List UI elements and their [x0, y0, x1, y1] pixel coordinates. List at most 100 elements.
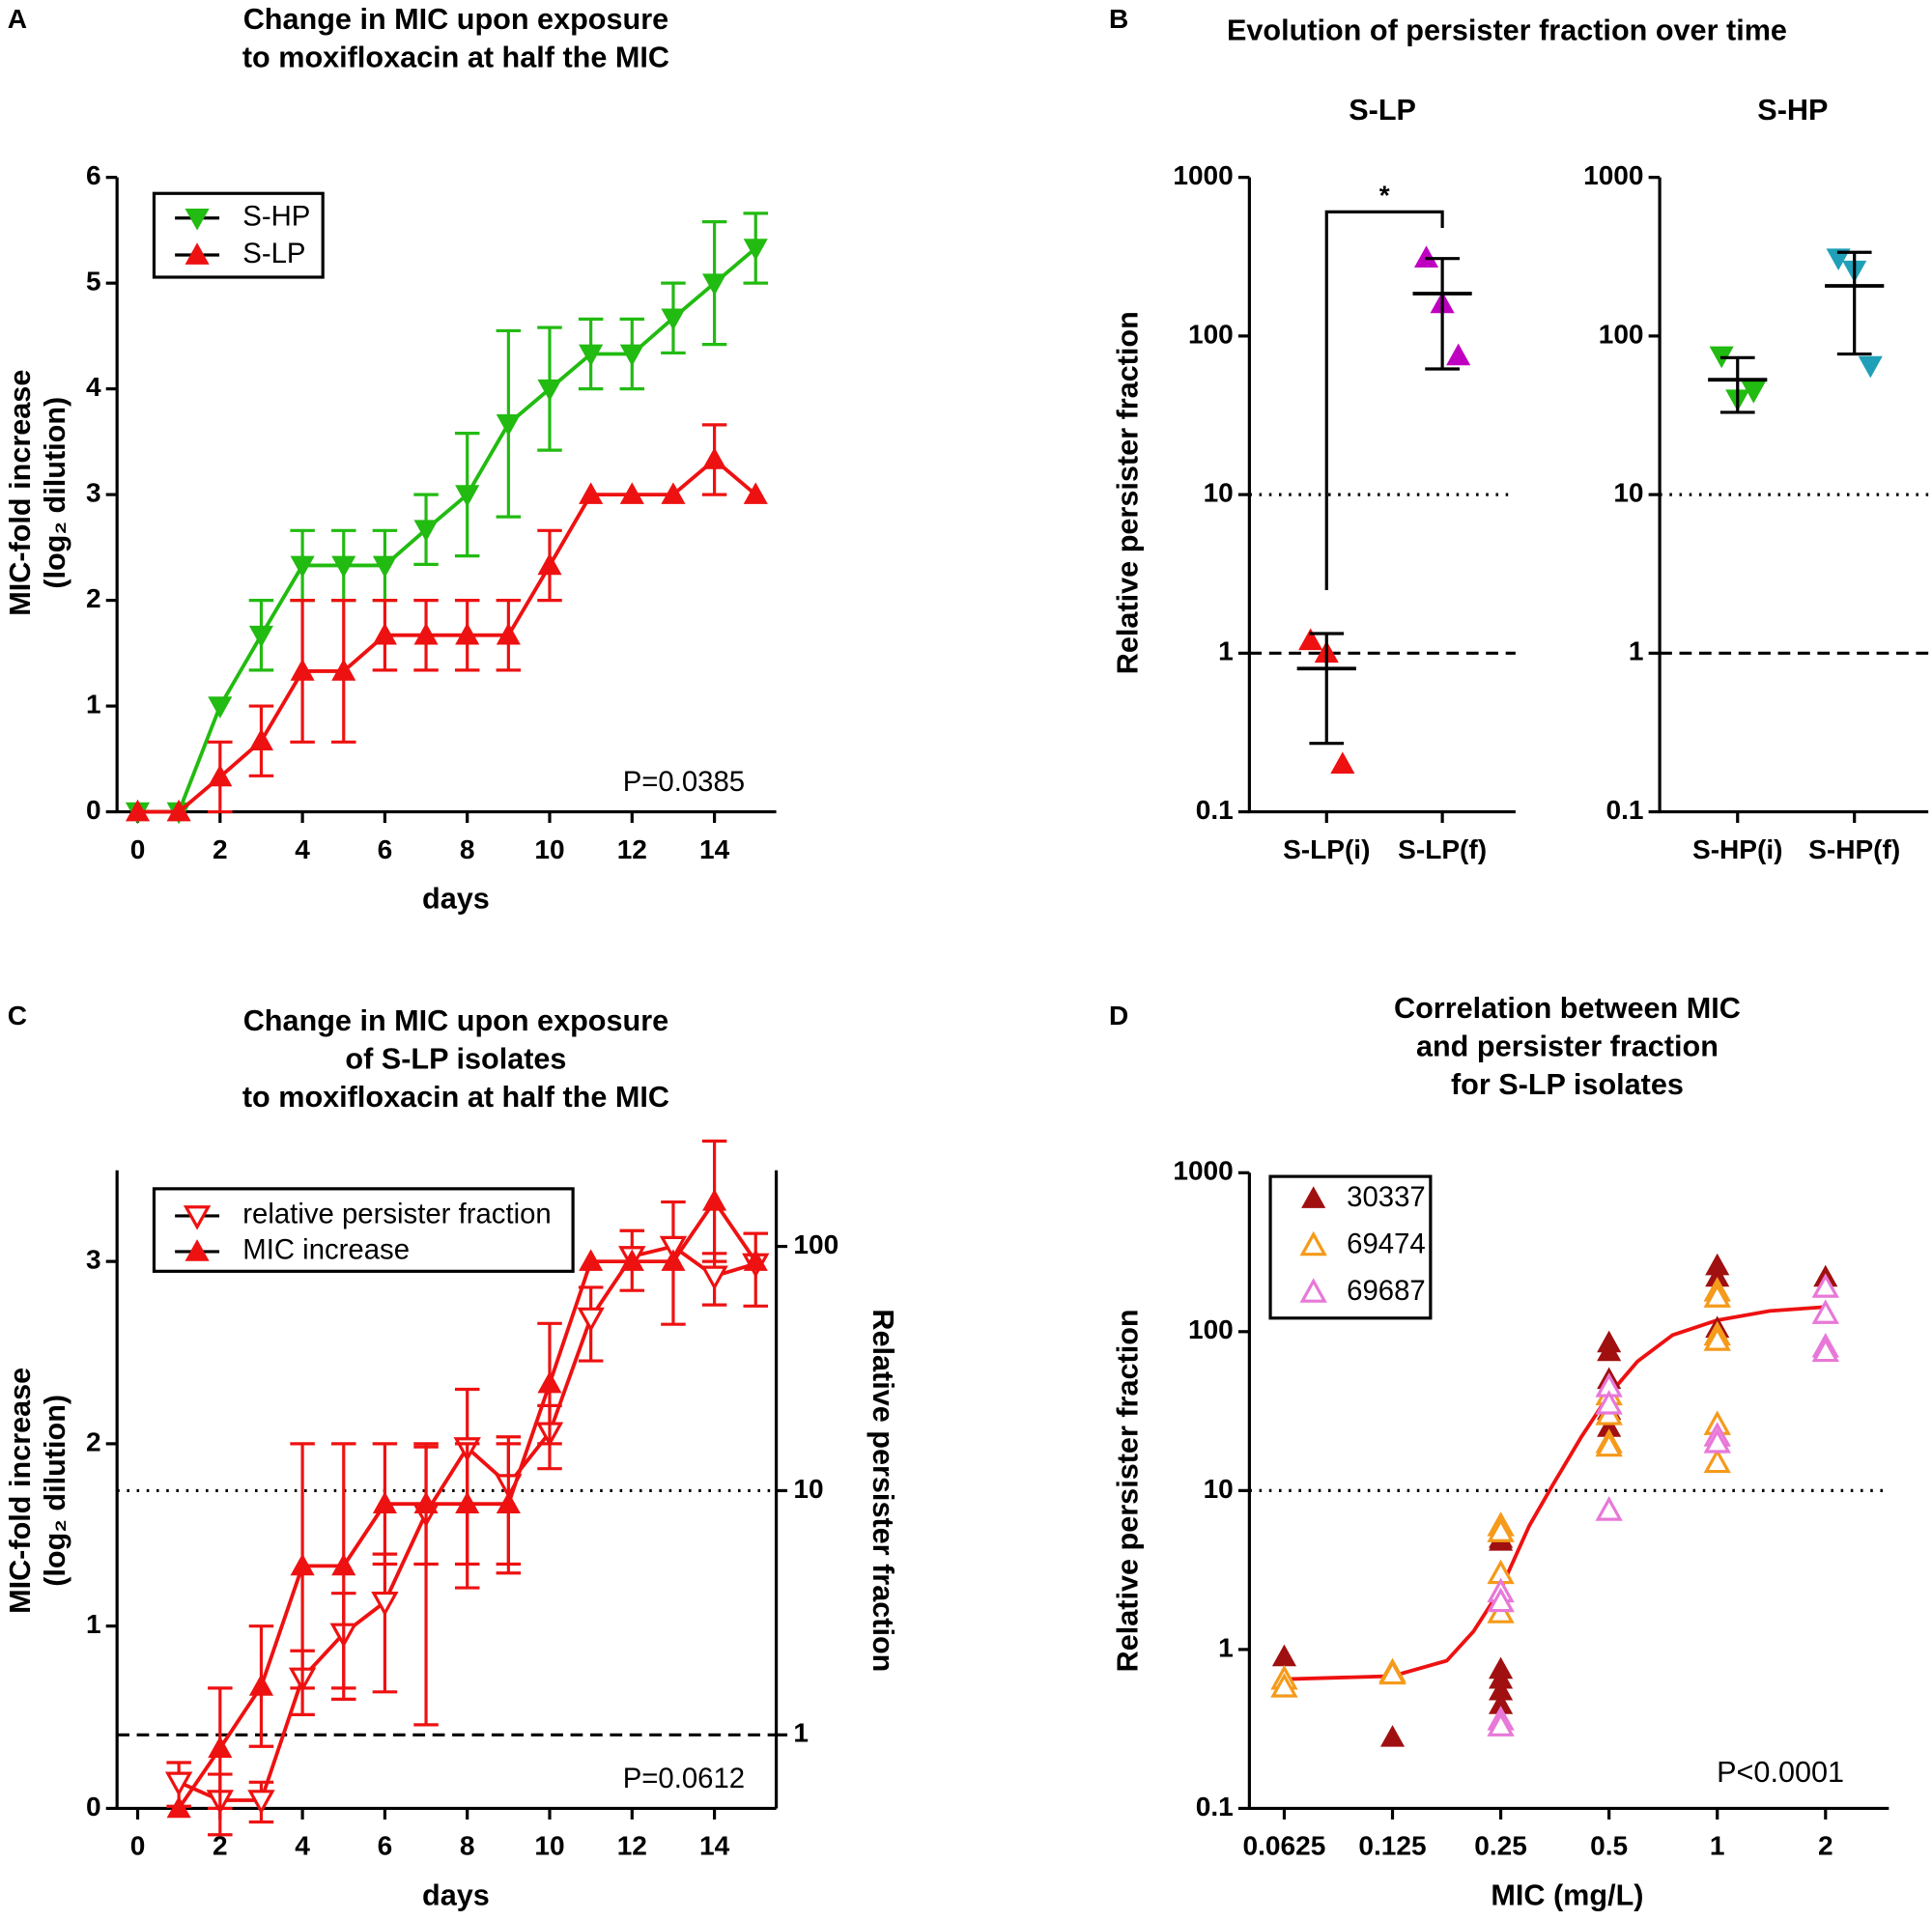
y-axis-label: MIC-fold increase: [4, 1368, 37, 1614]
x-tick-label: 4: [295, 1831, 310, 1861]
data-point: [1597, 1339, 1622, 1362]
data-point: [208, 696, 233, 719]
y-tick-label: 2: [86, 583, 101, 613]
data-point: [290, 555, 315, 579]
x-axis-label: days: [422, 1878, 490, 1911]
error-bar: [1425, 257, 1460, 371]
x-tick-label: S-LP(f): [1398, 834, 1487, 864]
y-tick-label: 1: [86, 689, 101, 719]
legend-box: [152, 1187, 575, 1273]
annotation: P=0.0385: [623, 766, 745, 798]
data-point: [743, 1249, 768, 1271]
y-tick-label: 0.1: [1606, 795, 1644, 825]
data-point: [331, 1553, 356, 1576]
x-tick-label: 0.5: [1590, 1831, 1628, 1861]
x-tick-label: 6: [378, 1831, 393, 1861]
chart-title: Correlation between MIC: [1394, 992, 1741, 1025]
x-tick-label: 8: [460, 834, 475, 864]
data-point: [702, 447, 727, 469]
data-point: [1487, 1711, 1515, 1736]
data-point: [577, 1307, 605, 1333]
error-bar: [1836, 250, 1872, 356]
data-point: [743, 482, 768, 504]
data-point: [1826, 248, 1851, 270]
data-point: [1487, 1517, 1515, 1542]
data-point: [331, 659, 356, 681]
y-tick-label: 2: [86, 1426, 101, 1456]
x-tick-label: S-HP(f): [1808, 834, 1900, 864]
data-point: [455, 485, 480, 507]
y-tick-label: 1: [86, 1609, 101, 1639]
y2-tick-label: 10: [793, 1474, 823, 1504]
y-tick-label: 100: [1599, 319, 1644, 349]
x-tick-label: 2: [213, 1831, 228, 1861]
y2-axis-label: Relative persister fraction: [867, 1309, 899, 1672]
y-tick-label: 4: [86, 372, 101, 402]
data-point: [496, 413, 521, 437]
data-point: [496, 622, 521, 645]
error-bar: [1719, 355, 1755, 414]
legend-label: S-HP: [242, 201, 310, 233]
y-axis-label: (log₂ dilution): [39, 1395, 71, 1587]
data-point: [1378, 1659, 1406, 1685]
data-point: [371, 1591, 399, 1617]
data-point: [166, 799, 191, 822]
significance-bracket: [1324, 210, 1444, 590]
y-tick-label: 10: [1613, 478, 1643, 508]
x-tick-label: 0: [130, 834, 146, 864]
x-tick-label: 0.0625: [1243, 1831, 1326, 1861]
significance-label: *: [1379, 180, 1390, 210]
y-tick-label: 1: [1218, 636, 1234, 666]
series-line: [137, 457, 757, 814]
y-tick-label: 100: [1188, 319, 1234, 349]
y-tick-label: 0: [86, 795, 101, 825]
data-point: [1298, 628, 1323, 651]
data-point: [619, 482, 644, 504]
data-point: [372, 555, 397, 579]
data-point: [208, 1736, 233, 1758]
legend-box: [1268, 1174, 1433, 1320]
x-tick-label: 10: [534, 834, 564, 864]
data-point: [1811, 1299, 1839, 1324]
legend-marker: [185, 1239, 210, 1261]
legend-marker: [1299, 1230, 1327, 1256]
y-tick-label: 1000: [1173, 160, 1233, 190]
y-tick-label: 5: [86, 267, 101, 296]
panel-label: A: [8, 4, 27, 34]
data-point: [290, 1553, 315, 1576]
fit-curve: [1284, 1305, 1826, 1681]
data-point: [661, 1249, 686, 1271]
data-point: [537, 379, 562, 402]
data-point: [455, 1491, 480, 1514]
data-point: [579, 482, 604, 504]
data-point: [702, 273, 727, 296]
data-point: [1595, 1496, 1623, 1521]
data-point: [372, 1491, 397, 1514]
y2-tick-label: 100: [793, 1229, 838, 1259]
data-point: [1446, 343, 1471, 366]
x-axis-label: MIC (mg/L): [1491, 1878, 1643, 1911]
x-tick-label: 14: [699, 1831, 730, 1861]
data-point: [372, 622, 397, 645]
y-tick-label: 1: [1629, 636, 1644, 666]
chart-title: Change in MIC upon exposure: [243, 3, 668, 36]
data-point: [208, 764, 233, 787]
y-tick-label: 0: [86, 1792, 101, 1821]
data-point: [661, 482, 686, 504]
error-bar: [372, 1552, 398, 1694]
data-point: [1487, 1587, 1515, 1613]
data-point: [1703, 1428, 1731, 1454]
subtitle: S-HP: [1757, 94, 1828, 127]
chart-title: and persister fraction: [1416, 1031, 1719, 1063]
data-point: [164, 1771, 193, 1797]
chart-title: of S-LP isolates: [345, 1042, 566, 1075]
annotation: P<0.0001: [1717, 1756, 1844, 1789]
series-line: [137, 246, 757, 814]
y-axis-label: Relative persister fraction: [1112, 311, 1145, 674]
x-tick-label: 0.125: [1358, 1831, 1426, 1861]
data-point: [619, 344, 644, 367]
panel-label: D: [1109, 1001, 1128, 1031]
y-tick-label: 100: [1188, 1314, 1234, 1344]
x-tick-label: 10: [534, 1831, 564, 1861]
